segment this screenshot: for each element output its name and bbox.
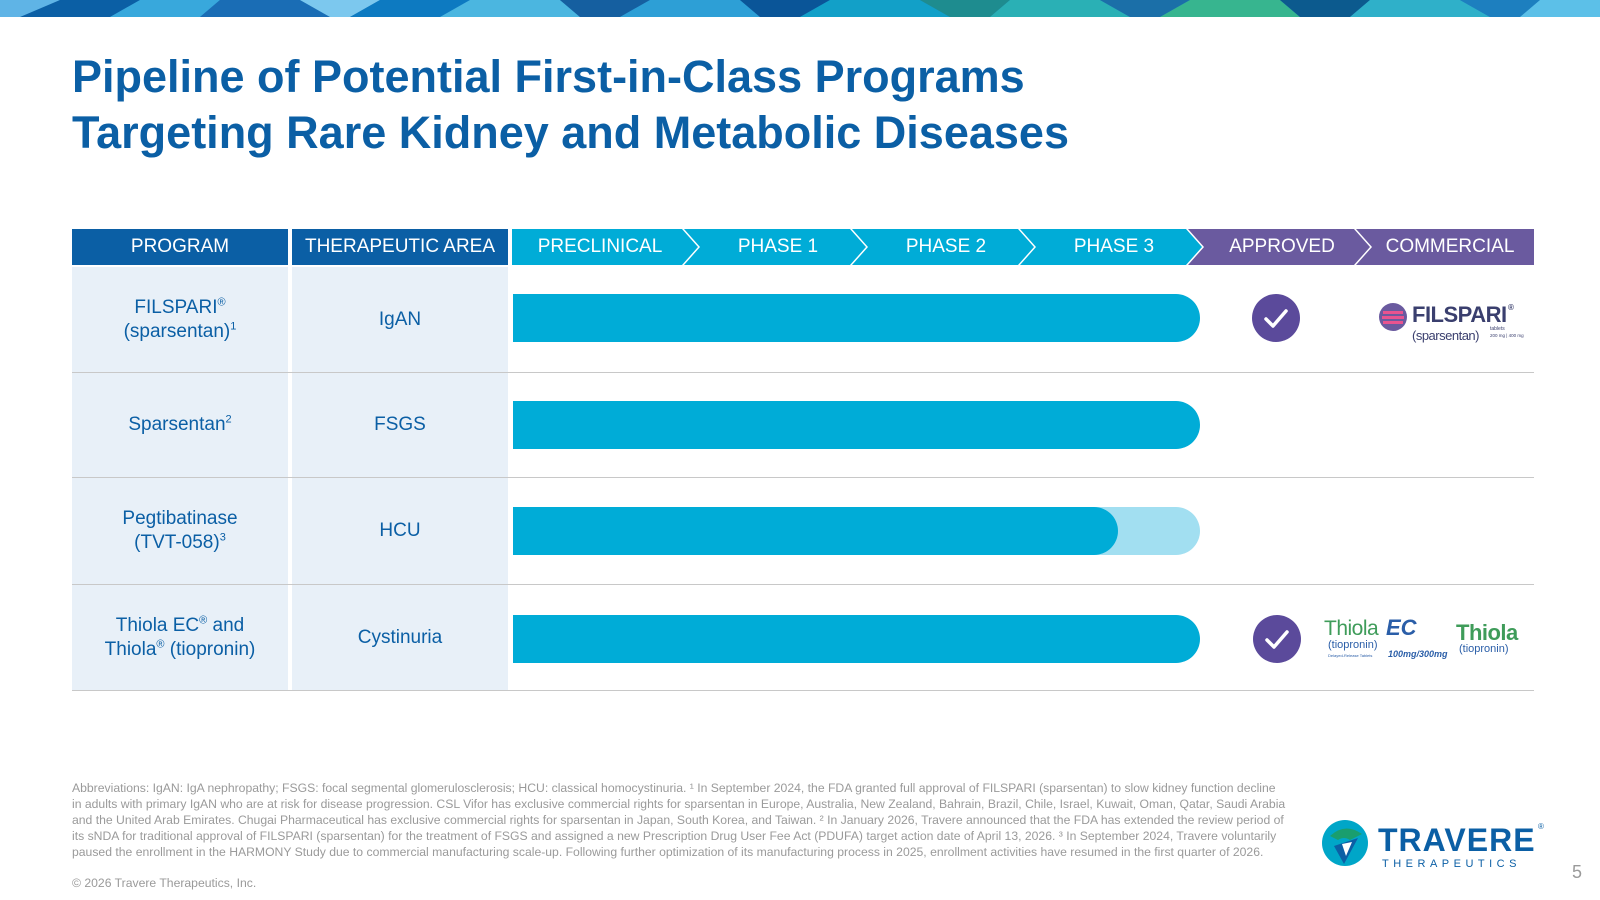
thiola-ec-logo-name: Thiola <box>1324 617 1379 640</box>
program-subname-sup: 1 <box>230 320 237 333</box>
filspari-logo-sub: (sparsentan) <box>1412 328 1479 343</box>
thiola-ec-logo-small: Delayed-Release Tablets <box>1328 653 1373 658</box>
therapeutic-area: Cystinuria <box>357 626 443 648</box>
progress-bar-thiola <box>513 615 1200 663</box>
stage-label-approved: APPROVED <box>1229 236 1335 257</box>
row-divider <box>72 372 1534 373</box>
header-program: PROGRAM <box>72 229 288 265</box>
thiola-ec-logo-doses: 100mg/300mg <box>1388 649 1448 659</box>
stage-label-phase-2: PHASE 2 <box>905 236 987 257</box>
stage-label-commercial: COMMERCIAL <box>1385 236 1515 257</box>
row-divider <box>72 690 1534 691</box>
program-name-sup: 2 <box>225 413 232 426</box>
filspari-logo-dose: 200 mg | 400 mg <box>1490 333 1524 338</box>
stage-chevron-phase-2 <box>852 229 1034 265</box>
table-row-program-pegtibatinase: Pegtibatinase (TVT-058)3 <box>72 478 288 584</box>
thiola-ec-logo-suffix: EC <box>1386 615 1417 640</box>
filspari-logo-tablets: tablets <box>1490 326 1505 332</box>
program-name-after: and <box>207 614 245 636</box>
copyright: © 2026 Travere Therapeutics, Inc. <box>72 876 257 890</box>
program-name: Thiola EC <box>115 614 200 636</box>
program-subname: (TVT-058) <box>134 532 220 553</box>
thiola-logo-name: Thiola <box>1456 620 1518 645</box>
program-subname-sup: ® <box>156 638 165 651</box>
header-area-label: THERAPEUTIC AREA <box>304 236 496 257</box>
program-subname-after: (tiopronin) <box>164 638 256 660</box>
thiola-logo: Thiola (tiopronin) <box>1456 620 1528 660</box>
stage-chevron-phase-1 <box>684 229 866 265</box>
program-name-sup: ® <box>217 296 226 309</box>
stage-label-phase-3: PHASE 3 <box>1073 236 1155 257</box>
decorative-top-banner <box>0 0 1600 17</box>
therapeutic-area: IgAN <box>378 308 422 330</box>
program-name-sup: ® <box>199 614 208 627</box>
filspari-logo-name: FILSPARI <box>1412 302 1507 327</box>
thiola-ec-logo-sub: (tiopronin) <box>1328 639 1378 651</box>
program-name: Sparsentan <box>128 414 226 435</box>
table-row-program-thiola: Thiola EC® and Thiola® (tiopronin) <box>72 585 288 690</box>
travere-logo: TRAVERE ® THERAPEUTICS <box>1320 818 1545 874</box>
table-row-program-filspari: FILSPARI® (sparsentan)1 <box>72 267 288 372</box>
stage-chevron-approved <box>1188 229 1370 265</box>
table-row-program-sparsentan: Sparsentan2 <box>72 373 288 477</box>
program-subname-sup: 3 <box>219 531 226 544</box>
travere-logo-name: TRAVERE <box>1378 822 1536 858</box>
header-therapeutic-area: THERAPEUTIC AREA <box>292 229 508 265</box>
row-divider <box>72 584 1534 585</box>
approved-check-icon <box>1253 615 1301 663</box>
program-subname: Thiola <box>104 638 157 660</box>
program-name: Pegtibatinase <box>122 508 238 529</box>
table-row-area-cystinuria: Cystinuria <box>292 585 508 690</box>
travere-logo-sub: THERAPEUTICS <box>1382 858 1521 870</box>
page-title-line-1: Pipeline of Potential First-in-Class Pro… <box>72 51 1025 102</box>
table-row-area-fsgs: FSGS <box>292 373 508 477</box>
filspari-logo-reg: ® <box>1508 303 1514 312</box>
stage-chevron-phase-3 <box>1020 229 1202 265</box>
table-row-area-hcu: HCU <box>292 478 508 584</box>
table-row-area-igan: IgAN <box>292 267 508 372</box>
progress-bar-filspari <box>513 294 1200 342</box>
approved-check-icon <box>1252 294 1300 342</box>
page-title: Pipeline of Potential First-in-Class Pro… <box>72 49 1069 161</box>
travere-logo-reg: ® <box>1538 822 1544 831</box>
stage-chevron-preclinical <box>512 229 698 265</box>
thiola-logo-sub: (tiopronin) <box>1459 643 1509 655</box>
stage-label-phase-1: PHASE 1 <box>737 236 819 257</box>
travere-mark-icon <box>1322 820 1368 866</box>
therapeutic-area: HCU <box>379 520 421 541</box>
thiola-ec-logo: Thiola EC (tiopronin) Delayed-Release Ta… <box>1324 615 1448 661</box>
progress-bar-pegtibatinase <box>513 507 1118 555</box>
program-subname: (sparsentan) <box>123 320 231 342</box>
page-title-line-2: Targeting Rare Kidney and Metabolic Dise… <box>72 107 1069 158</box>
filspari-mark-icon <box>1379 303 1407 331</box>
therapeutic-area: FSGS <box>374 414 426 435</box>
row-divider <box>72 477 1534 478</box>
stage-header-chevrons <box>512 229 1534 265</box>
page-number: 5 <box>1572 862 1583 882</box>
program-name: FILSPARI <box>134 296 218 318</box>
footnote: Abbreviations: IgAN: IgA nephropathy; FS… <box>72 781 1286 859</box>
progress-bar-sparsentan <box>513 401 1200 449</box>
stage-chevron-commercial <box>1356 229 1534 265</box>
header-program-label: PROGRAM <box>130 236 230 257</box>
filspari-logo: FILSPARI ® (sparsentan) tablets 200 mg |… <box>1378 301 1524 347</box>
stage-label-preclinical: PRECLINICAL <box>537 236 663 257</box>
